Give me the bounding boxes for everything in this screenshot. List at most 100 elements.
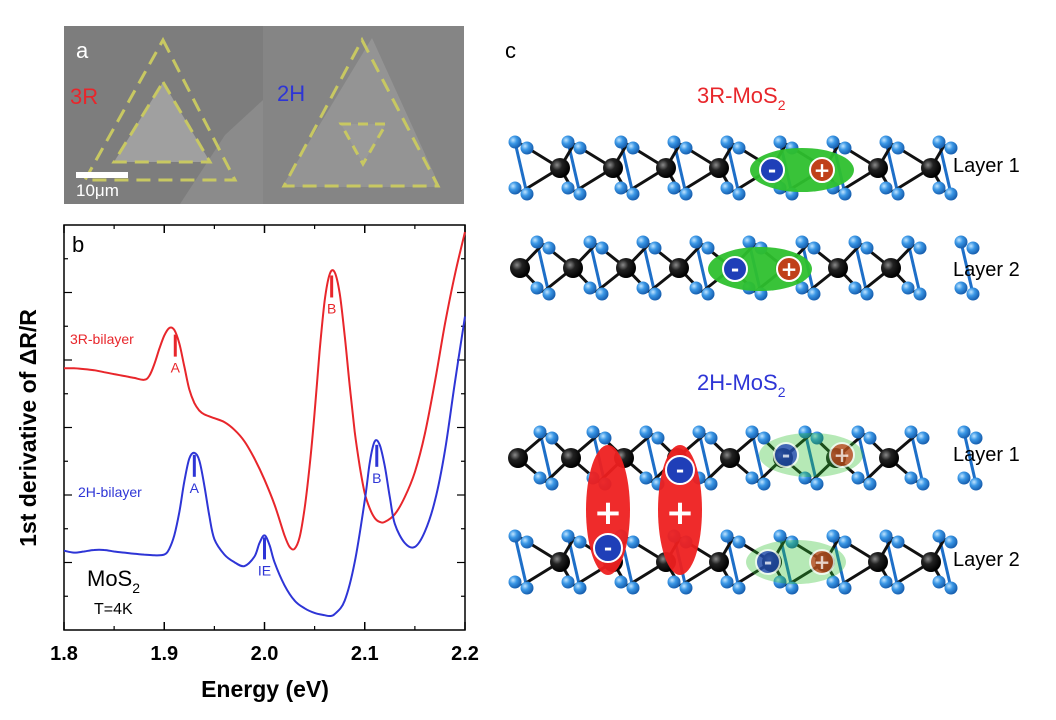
sulfur-atom — [545, 477, 559, 491]
molybdenum-atom — [879, 448, 899, 468]
panel-a: a 3R 2H 10μm — [64, 26, 464, 204]
title-3R-MoS2: 3R-MoS2 — [697, 83, 786, 113]
charge-sign: - — [768, 158, 776, 182]
sulfur-atom — [957, 425, 971, 439]
sulfur-atom — [595, 241, 609, 255]
sulfur-atom — [863, 477, 877, 491]
sulfur-atom — [639, 425, 653, 439]
sulfur-atom — [957, 471, 971, 485]
sulfur-atom — [916, 477, 930, 491]
sulfur-atom — [520, 187, 534, 201]
sulfur-atom — [879, 135, 893, 149]
sulfur-atom — [545, 431, 559, 445]
sulfur-atom — [561, 181, 575, 195]
charge-sign: - — [731, 257, 739, 281]
label-3R: 3R — [70, 84, 98, 109]
sulfur-atom — [704, 431, 718, 445]
sulfur-atom — [583, 281, 597, 295]
sulfur-atom — [614, 135, 628, 149]
panel-c: c 3R-MoS2 2H-MoS2 - + - + - + - + + - + - Layer 1 L… — [505, 38, 1020, 595]
bond — [644, 431, 660, 485]
peak-markers: A B A IE B — [171, 275, 381, 578]
sulfur-atom — [860, 287, 874, 301]
sulfur-atom — [916, 431, 930, 445]
sulfur-atom — [648, 241, 662, 255]
sulfur-atom — [944, 187, 958, 201]
sulfur-atom — [838, 581, 852, 595]
sulfur-atom — [520, 141, 534, 155]
charge-sign: + — [814, 158, 831, 182]
sulfur-atom — [745, 425, 759, 439]
layer1-label-2H: Layer 1 — [953, 444, 1020, 466]
sulfur-atom — [966, 241, 980, 255]
layer2-label-3R: Layer 2 — [953, 259, 1020, 281]
sulfur-atom — [863, 431, 877, 445]
atoms — [508, 425, 983, 491]
temperature-label: T=4K — [94, 601, 133, 618]
series-2H-label: 2H-bilayer — [78, 484, 142, 500]
sulfur-atom — [689, 281, 703, 295]
molybdenum-atom — [550, 552, 570, 572]
sulfur-atom — [573, 187, 587, 201]
sulfur-atom — [810, 431, 824, 445]
charge-sign: - — [764, 550, 772, 574]
sulfur-atom — [626, 581, 640, 595]
bond — [906, 241, 922, 295]
mos2-layer — [508, 425, 983, 491]
sulfur-atom — [851, 471, 865, 485]
charge-sign: + — [814, 550, 831, 574]
sulfur-atom — [891, 187, 905, 201]
excitons: - + - + - + - + + - + - — [586, 148, 863, 584]
sulfur-atom — [720, 529, 734, 543]
sulfur-atom — [807, 241, 821, 255]
molybdenum-atom — [881, 258, 901, 278]
bond — [513, 141, 529, 195]
sulfur-atom — [679, 581, 693, 595]
hole-charge — [809, 549, 835, 575]
sulfur-atom — [595, 287, 609, 301]
molybdenum-atom — [656, 158, 676, 178]
sulfur-atom — [851, 425, 865, 439]
scale-bar — [76, 172, 128, 178]
title-2H-MoS2: 2H-MoS2 — [697, 370, 786, 400]
sulfur-atom — [573, 535, 587, 549]
sulfur-atom — [891, 141, 905, 155]
sulfur-atom — [636, 281, 650, 295]
sulfur-atom — [542, 241, 556, 255]
panel-b-label: b — [72, 232, 84, 257]
x-ticks: 1.8 1.9 2.0 2.1 2.2 — [50, 225, 479, 665]
sulfur-atom — [848, 235, 862, 249]
molybdenum-atom — [603, 158, 623, 178]
sulfur-atom — [667, 135, 681, 149]
sulfur-atom — [561, 135, 575, 149]
sulfur-atom — [542, 287, 556, 301]
sulfur-atom — [904, 425, 918, 439]
sulfur-atom — [614, 575, 628, 589]
sulfur-atom — [901, 281, 915, 295]
sulfur-atom — [944, 581, 958, 595]
electron-charge — [593, 533, 623, 563]
sulfur-atom — [689, 235, 703, 249]
y-axis-label: 1st derivative of ΔR/R — [15, 309, 41, 547]
sulfur-atom — [520, 581, 534, 595]
sulfur-atom — [732, 581, 746, 595]
mos2-layer — [508, 135, 958, 201]
sulfur-atom — [561, 529, 575, 543]
molybdenum-atom — [709, 552, 729, 572]
x-tick-label: 2.2 — [451, 643, 479, 665]
hole-charge — [809, 157, 835, 183]
sulfur-atom — [838, 141, 852, 155]
molybdenum-atom — [563, 258, 583, 278]
electron-charge — [755, 549, 781, 575]
panel-b: 1.8 1.9 2.0 2.1 2.2 A B A IE B b 3R-bilayer 2H-b… — [15, 224, 479, 702]
peak-label: B — [327, 300, 336, 316]
charge-sign: - — [676, 458, 684, 482]
material-label: MoS2 — [87, 566, 140, 596]
mos2-layer — [508, 529, 958, 595]
sulfur-atom — [598, 431, 612, 445]
sulfur-atom — [913, 241, 927, 255]
sulfur-atom — [530, 281, 544, 295]
sulfur-atom — [732, 187, 746, 201]
bond — [962, 431, 978, 485]
charge-sign: - — [604, 536, 612, 560]
